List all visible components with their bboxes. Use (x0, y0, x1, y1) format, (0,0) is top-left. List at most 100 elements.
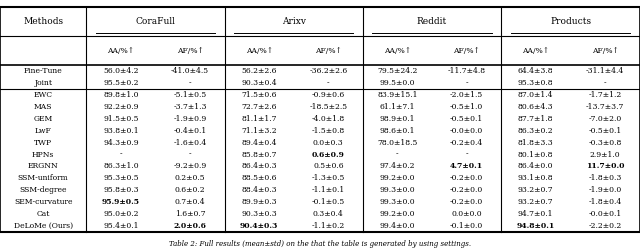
Text: 87.7±1.8: 87.7±1.8 (518, 115, 554, 123)
Text: -36.2±2.6: -36.2±2.6 (309, 67, 348, 75)
Text: 95.9±0.5: 95.9±0.5 (102, 198, 140, 206)
Text: AA/%↑: AA/%↑ (522, 46, 549, 54)
Text: 61.1±7.1: 61.1±7.1 (380, 103, 415, 111)
Text: 99.5±0.0: 99.5±0.0 (380, 79, 415, 87)
Text: -2.0±1.5: -2.0±1.5 (450, 91, 483, 99)
Text: -31.1±4.4: -31.1±4.4 (586, 67, 624, 75)
Text: 11.7±0.0: 11.7±0.0 (586, 162, 625, 170)
Text: -1.7±1.2: -1.7±1.2 (589, 91, 621, 99)
Text: 99.2±0.0: 99.2±0.0 (380, 210, 415, 218)
Text: 0.6±0.9: 0.6±0.9 (312, 150, 345, 158)
Text: -1.9±0.0: -1.9±0.0 (589, 186, 621, 194)
Text: Reddit: Reddit (417, 17, 447, 26)
Text: -18.5±2.5: -18.5±2.5 (309, 103, 348, 111)
Text: -0.3±0.8: -0.3±0.8 (588, 138, 622, 146)
Text: 94.8±0.1: 94.8±0.1 (516, 222, 555, 230)
Text: 79.5±24.2: 79.5±24.2 (377, 67, 418, 75)
Text: Fine-Tune: Fine-Tune (24, 67, 63, 75)
Text: 94.3±0.9: 94.3±0.9 (103, 138, 139, 146)
Text: 0.3±0.4: 0.3±0.4 (313, 210, 344, 218)
Text: 80.1±0.8: 80.1±0.8 (518, 150, 554, 158)
Text: 99.4±0.0: 99.4±0.0 (380, 222, 415, 230)
Text: GEM: GEM (33, 115, 53, 123)
Text: -1.9±0.9: -1.9±0.9 (173, 115, 207, 123)
Text: 89.9±0.3: 89.9±0.3 (241, 198, 277, 206)
Text: AA/%↑: AA/%↑ (108, 46, 134, 54)
Text: AA/%↑: AA/%↑ (246, 46, 273, 54)
Text: -11.7±4.8: -11.7±4.8 (447, 67, 486, 75)
Text: -0.5±1.0: -0.5±1.0 (450, 103, 483, 111)
Text: 86.3±1.0: 86.3±1.0 (103, 162, 139, 170)
Text: 92.2±0.9: 92.2±0.9 (103, 103, 139, 111)
Text: -0.4±0.1: -0.4±0.1 (173, 127, 207, 135)
Text: 85.8±0.7: 85.8±0.7 (241, 150, 277, 158)
Text: 93.8±0.1: 93.8±0.1 (103, 127, 139, 135)
Text: 90.3±0.4: 90.3±0.4 (241, 79, 277, 87)
Text: 99.2±0.0: 99.2±0.0 (380, 174, 415, 182)
Text: AA/%↑: AA/%↑ (384, 46, 411, 54)
Text: 0.0±0.3: 0.0±0.3 (313, 138, 344, 146)
Text: -1.3±0.5: -1.3±0.5 (312, 174, 345, 182)
Text: DeLoMe (Ours): DeLoMe (Ours) (13, 222, 73, 230)
Text: -13.7±3.7: -13.7±3.7 (586, 103, 624, 111)
Text: 56.2±2.6: 56.2±2.6 (241, 67, 277, 75)
Text: -: - (604, 79, 607, 87)
Text: 88.5±0.6: 88.5±0.6 (241, 174, 277, 182)
Text: -0.5±0.1: -0.5±0.1 (589, 127, 621, 135)
Text: -0.5±0.1: -0.5±0.1 (450, 115, 483, 123)
Text: -41.0±4.5: -41.0±4.5 (171, 67, 209, 75)
Text: 90.3±0.3: 90.3±0.3 (241, 210, 277, 218)
Text: -0.0±0.0: -0.0±0.0 (450, 127, 483, 135)
Text: 99.3±0.0: 99.3±0.0 (380, 186, 415, 194)
Text: EWC: EWC (34, 91, 52, 99)
Text: -: - (327, 79, 330, 87)
Text: 0.7±0.4: 0.7±0.4 (175, 198, 205, 206)
Text: Products: Products (550, 17, 591, 26)
Text: 89.4±0.4: 89.4±0.4 (241, 138, 277, 146)
Text: -: - (396, 150, 399, 158)
Text: Arixv: Arixv (282, 17, 306, 26)
Text: 71.1±3.2: 71.1±3.2 (241, 127, 277, 135)
Text: 88.4±0.3: 88.4±0.3 (241, 186, 277, 194)
Text: -1.8±0.3: -1.8±0.3 (588, 174, 622, 182)
Text: 78.0±18.5: 78.0±18.5 (377, 138, 418, 146)
Text: CoraFull: CoraFull (136, 17, 175, 26)
Text: 0.2±0.5: 0.2±0.5 (175, 174, 205, 182)
Text: Joint: Joint (34, 79, 52, 87)
Text: -: - (120, 150, 122, 158)
Text: 81.8±3.3: 81.8±3.3 (518, 138, 554, 146)
Text: 0.5±0.6: 0.5±0.6 (313, 162, 344, 170)
Text: 95.3±0.8: 95.3±0.8 (518, 79, 554, 87)
Text: -: - (189, 79, 191, 87)
Text: 80.6±4.3: 80.6±4.3 (518, 103, 554, 111)
Text: -9.2±0.9: -9.2±0.9 (173, 162, 207, 170)
Text: 89.8±1.0: 89.8±1.0 (103, 91, 139, 99)
Text: -: - (465, 79, 468, 87)
Text: 97.4±0.2: 97.4±0.2 (380, 162, 415, 170)
Text: -1.6±0.4: -1.6±0.4 (173, 138, 207, 146)
Text: TWP: TWP (34, 138, 52, 146)
Text: SSM-uniform: SSM-uniform (18, 174, 68, 182)
Text: 95.3±0.5: 95.3±0.5 (103, 174, 139, 182)
Text: AF/%↑: AF/%↑ (177, 46, 204, 54)
Text: AF/%↑: AF/%↑ (592, 46, 618, 54)
Text: Cat: Cat (36, 210, 50, 218)
Bar (0, 8, 640, 232)
Text: 81.1±1.7: 81.1±1.7 (241, 115, 277, 123)
Text: Methods: Methods (23, 17, 63, 26)
Text: 87.0±1.4: 87.0±1.4 (518, 91, 554, 99)
Text: -4.0±1.8: -4.0±1.8 (312, 115, 345, 123)
Text: -: - (189, 150, 191, 158)
Text: ERGNN: ERGNN (28, 162, 59, 170)
Text: 95.5±0.2: 95.5±0.2 (103, 79, 139, 87)
Text: -0.2±0.0: -0.2±0.0 (450, 174, 483, 182)
Text: 90.4±0.3: 90.4±0.3 (240, 222, 278, 230)
Text: 93.2±0.7: 93.2±0.7 (518, 186, 554, 194)
Text: 56.0±4.2: 56.0±4.2 (103, 67, 139, 75)
Text: 1.6±0.7: 1.6±0.7 (175, 210, 205, 218)
Text: Table 2: Full results (mean±std) on the that the table is generated by using set: Table 2: Full results (mean±std) on the … (169, 240, 471, 248)
Text: 95.4±0.1: 95.4±0.1 (103, 222, 139, 230)
Text: -0.2±0.0: -0.2±0.0 (450, 186, 483, 194)
Text: 83.9±15.1: 83.9±15.1 (377, 91, 418, 99)
Text: LwF: LwF (35, 127, 52, 135)
